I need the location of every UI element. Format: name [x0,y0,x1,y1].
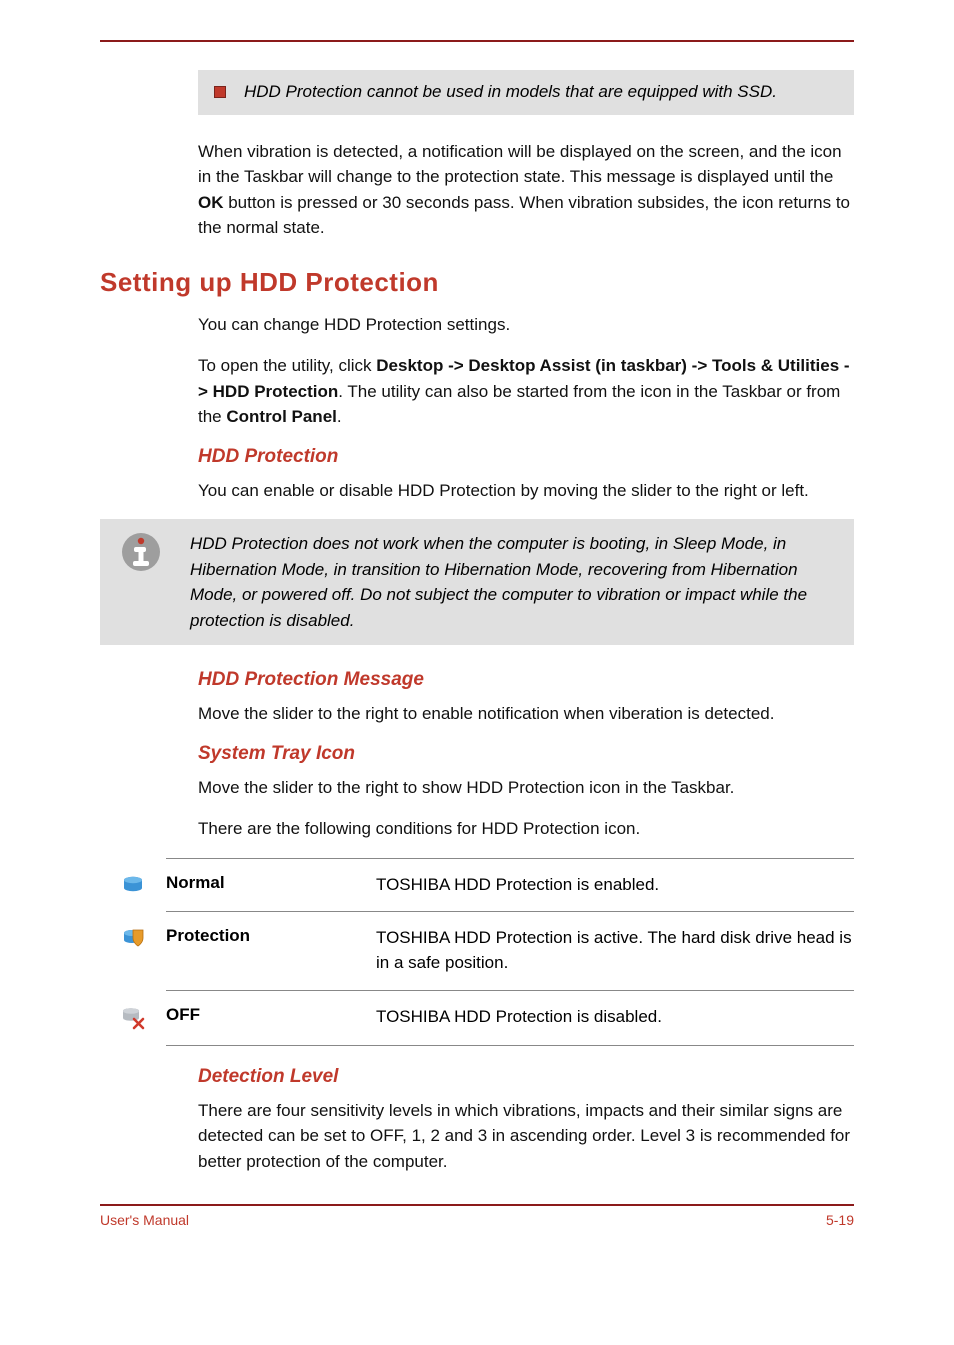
page-content: HDD Protection cannot be used in models … [0,0,954,1248]
tray-text-1: Move the slider to the right to show HDD… [198,775,854,801]
normal-desc: TOSHIBA HDD Protection is enabled. [376,873,854,898]
message-heading: HDD Protection Message [198,669,854,691]
off-desc: TOSHIBA HDD Protection is disabled. [376,1005,854,1030]
table-row: Normal TOSHIBA HDD Protection is enabled… [100,858,854,912]
vibration-paragraph: When vibration is detected, a notificati… [198,139,854,241]
p1-part-a: When vibration is detected, a notificati… [198,142,842,187]
icon-condition-table: Normal TOSHIBA HDD Protection is enabled… [100,858,854,1046]
message-text: Move the slider to the right to enable n… [198,701,854,727]
detection-text: There are four sensitivity levels in whi… [198,1098,854,1175]
protection-icon [100,926,166,952]
footer-right: 5-19 [826,1212,854,1228]
setting-up-heading: Setting up HDD Protection [100,267,854,298]
off-label: OFF [166,1005,376,1025]
top-divider [100,40,854,42]
table-row: OFF TOSHIBA HDD Protection is disabled. [100,990,854,1045]
tray-heading: System Tray Icon [198,743,854,765]
ok-label: OK [198,193,224,212]
open-e: . [337,407,342,426]
off-icon [100,1005,166,1031]
normal-icon [100,873,166,897]
intro-paragraph: You can change HDD Protection settings. [198,312,854,338]
page-footer: User's Manual 5-19 [100,1204,854,1228]
protection-desc: TOSHIBA HDD Protection is active. The ha… [376,926,854,975]
open-utility-paragraph: To open the utility, click Desktop -> De… [198,353,854,430]
open-d: Control Panel [226,407,337,426]
info-icon [116,531,166,573]
open-a: To open the utility, click [198,356,376,375]
ssd-note: HDD Protection cannot be used in models … [198,70,854,115]
info-note-text: HDD Protection does not work when the co… [190,531,838,633]
tray-text-2: There are the following conditions for H… [198,816,854,842]
normal-label: Normal [166,873,376,893]
table-row: Protection TOSHIBA HDD Protection is act… [100,911,854,989]
info-note: HDD Protection does not work when the co… [100,519,854,645]
protection-label: Protection [166,926,376,946]
p1-part-c: button is pressed or 30 seconds pass. Wh… [198,193,850,238]
bullet-icon [214,86,226,98]
hdd-protection-text: You can enable or disable HDD Protection… [198,478,854,504]
hdd-protection-heading: HDD Protection [198,446,854,468]
detection-heading: Detection Level [198,1066,854,1088]
footer-left: User's Manual [100,1212,189,1228]
ssd-note-text: HDD Protection cannot be used in models … [244,80,777,105]
